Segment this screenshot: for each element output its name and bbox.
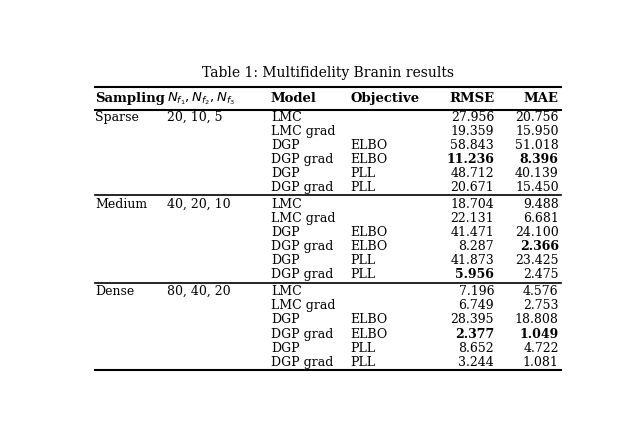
Text: 2.753: 2.753 [523,299,559,312]
Text: PLL: PLL [350,268,375,282]
Text: DGP: DGP [271,342,300,354]
Text: Sparse: Sparse [95,111,139,124]
Text: DGP: DGP [271,314,300,326]
Text: 19.359: 19.359 [451,125,494,138]
Text: 4.576: 4.576 [523,285,559,298]
Text: 18.704: 18.704 [451,198,494,211]
Text: 1.081: 1.081 [523,356,559,369]
Text: 15.450: 15.450 [515,181,559,194]
Text: 15.950: 15.950 [515,125,559,138]
Text: 40, 20, 10: 40, 20, 10 [167,198,230,211]
Text: Sampling: Sampling [95,92,164,105]
Text: 20.671: 20.671 [451,181,494,194]
Text: 11.236: 11.236 [446,153,494,166]
Text: 80, 40, 20: 80, 40, 20 [167,285,230,298]
Text: DGP grad: DGP grad [271,328,333,340]
Text: ELBO: ELBO [350,240,388,253]
Text: DGP grad: DGP grad [271,268,333,282]
Text: 4.722: 4.722 [523,342,559,354]
Text: DGP: DGP [271,139,300,152]
Text: LMC: LMC [271,111,301,124]
Text: Objective: Objective [350,92,419,105]
Text: PLL: PLL [350,181,375,194]
Text: Table 1: Multifidelity Branin results: Table 1: Multifidelity Branin results [202,66,454,81]
Text: Dense: Dense [95,285,134,298]
Text: DGP grad: DGP grad [271,240,333,253]
Text: 2.377: 2.377 [455,328,494,340]
Text: 27.956: 27.956 [451,111,494,124]
Text: ELBO: ELBO [350,226,388,239]
Text: LMC: LMC [271,198,301,211]
Text: DGP grad: DGP grad [271,153,333,166]
Text: 2.366: 2.366 [520,240,559,253]
Text: 5.956: 5.956 [455,268,494,282]
Text: ELBO: ELBO [350,314,388,326]
Text: DGP: DGP [271,254,300,268]
Text: RMSE: RMSE [449,92,494,105]
Text: 48.712: 48.712 [451,167,494,180]
Text: 20, 10, 5: 20, 10, 5 [167,111,222,124]
Text: DGP grad: DGP grad [271,356,333,369]
Text: $N_{f_1}, N_{f_2}, N_{f_3}$: $N_{f_1}, N_{f_2}, N_{f_3}$ [167,90,235,107]
Text: DGP: DGP [271,167,300,180]
Text: 24.100: 24.100 [515,226,559,239]
Text: 6.749: 6.749 [458,299,494,312]
Text: 41.471: 41.471 [451,226,494,239]
Text: 2.475: 2.475 [523,268,559,282]
Text: LMC: LMC [271,285,301,298]
Text: MAE: MAE [524,92,559,105]
Text: 23.425: 23.425 [515,254,559,268]
Text: 51.018: 51.018 [515,139,559,152]
Text: ELBO: ELBO [350,139,388,152]
Text: 8.287: 8.287 [458,240,494,253]
Text: PLL: PLL [350,342,375,354]
Text: DGP grad: DGP grad [271,181,333,194]
Text: 9.488: 9.488 [523,198,559,211]
Text: PLL: PLL [350,356,375,369]
Text: ELBO: ELBO [350,328,388,340]
Text: 40.139: 40.139 [515,167,559,180]
Text: 3.244: 3.244 [458,356,494,369]
Text: 7.196: 7.196 [458,285,494,298]
Text: 20.756: 20.756 [515,111,559,124]
Text: 18.808: 18.808 [515,314,559,326]
Text: 22.131: 22.131 [451,212,494,225]
Text: ELBO: ELBO [350,153,388,166]
Text: DGP: DGP [271,226,300,239]
Text: LMC grad: LMC grad [271,212,335,225]
Text: LMC grad: LMC grad [271,299,335,312]
Text: 41.873: 41.873 [451,254,494,268]
Text: 8.396: 8.396 [520,153,559,166]
Text: 28.395: 28.395 [451,314,494,326]
Text: PLL: PLL [350,167,375,180]
Text: PLL: PLL [350,254,375,268]
Text: 58.843: 58.843 [451,139,494,152]
Text: Medium: Medium [95,198,147,211]
Text: 1.049: 1.049 [520,328,559,340]
Text: 6.681: 6.681 [523,212,559,225]
Text: 8.652: 8.652 [458,342,494,354]
Text: Model: Model [271,92,317,105]
Text: LMC grad: LMC grad [271,125,335,138]
